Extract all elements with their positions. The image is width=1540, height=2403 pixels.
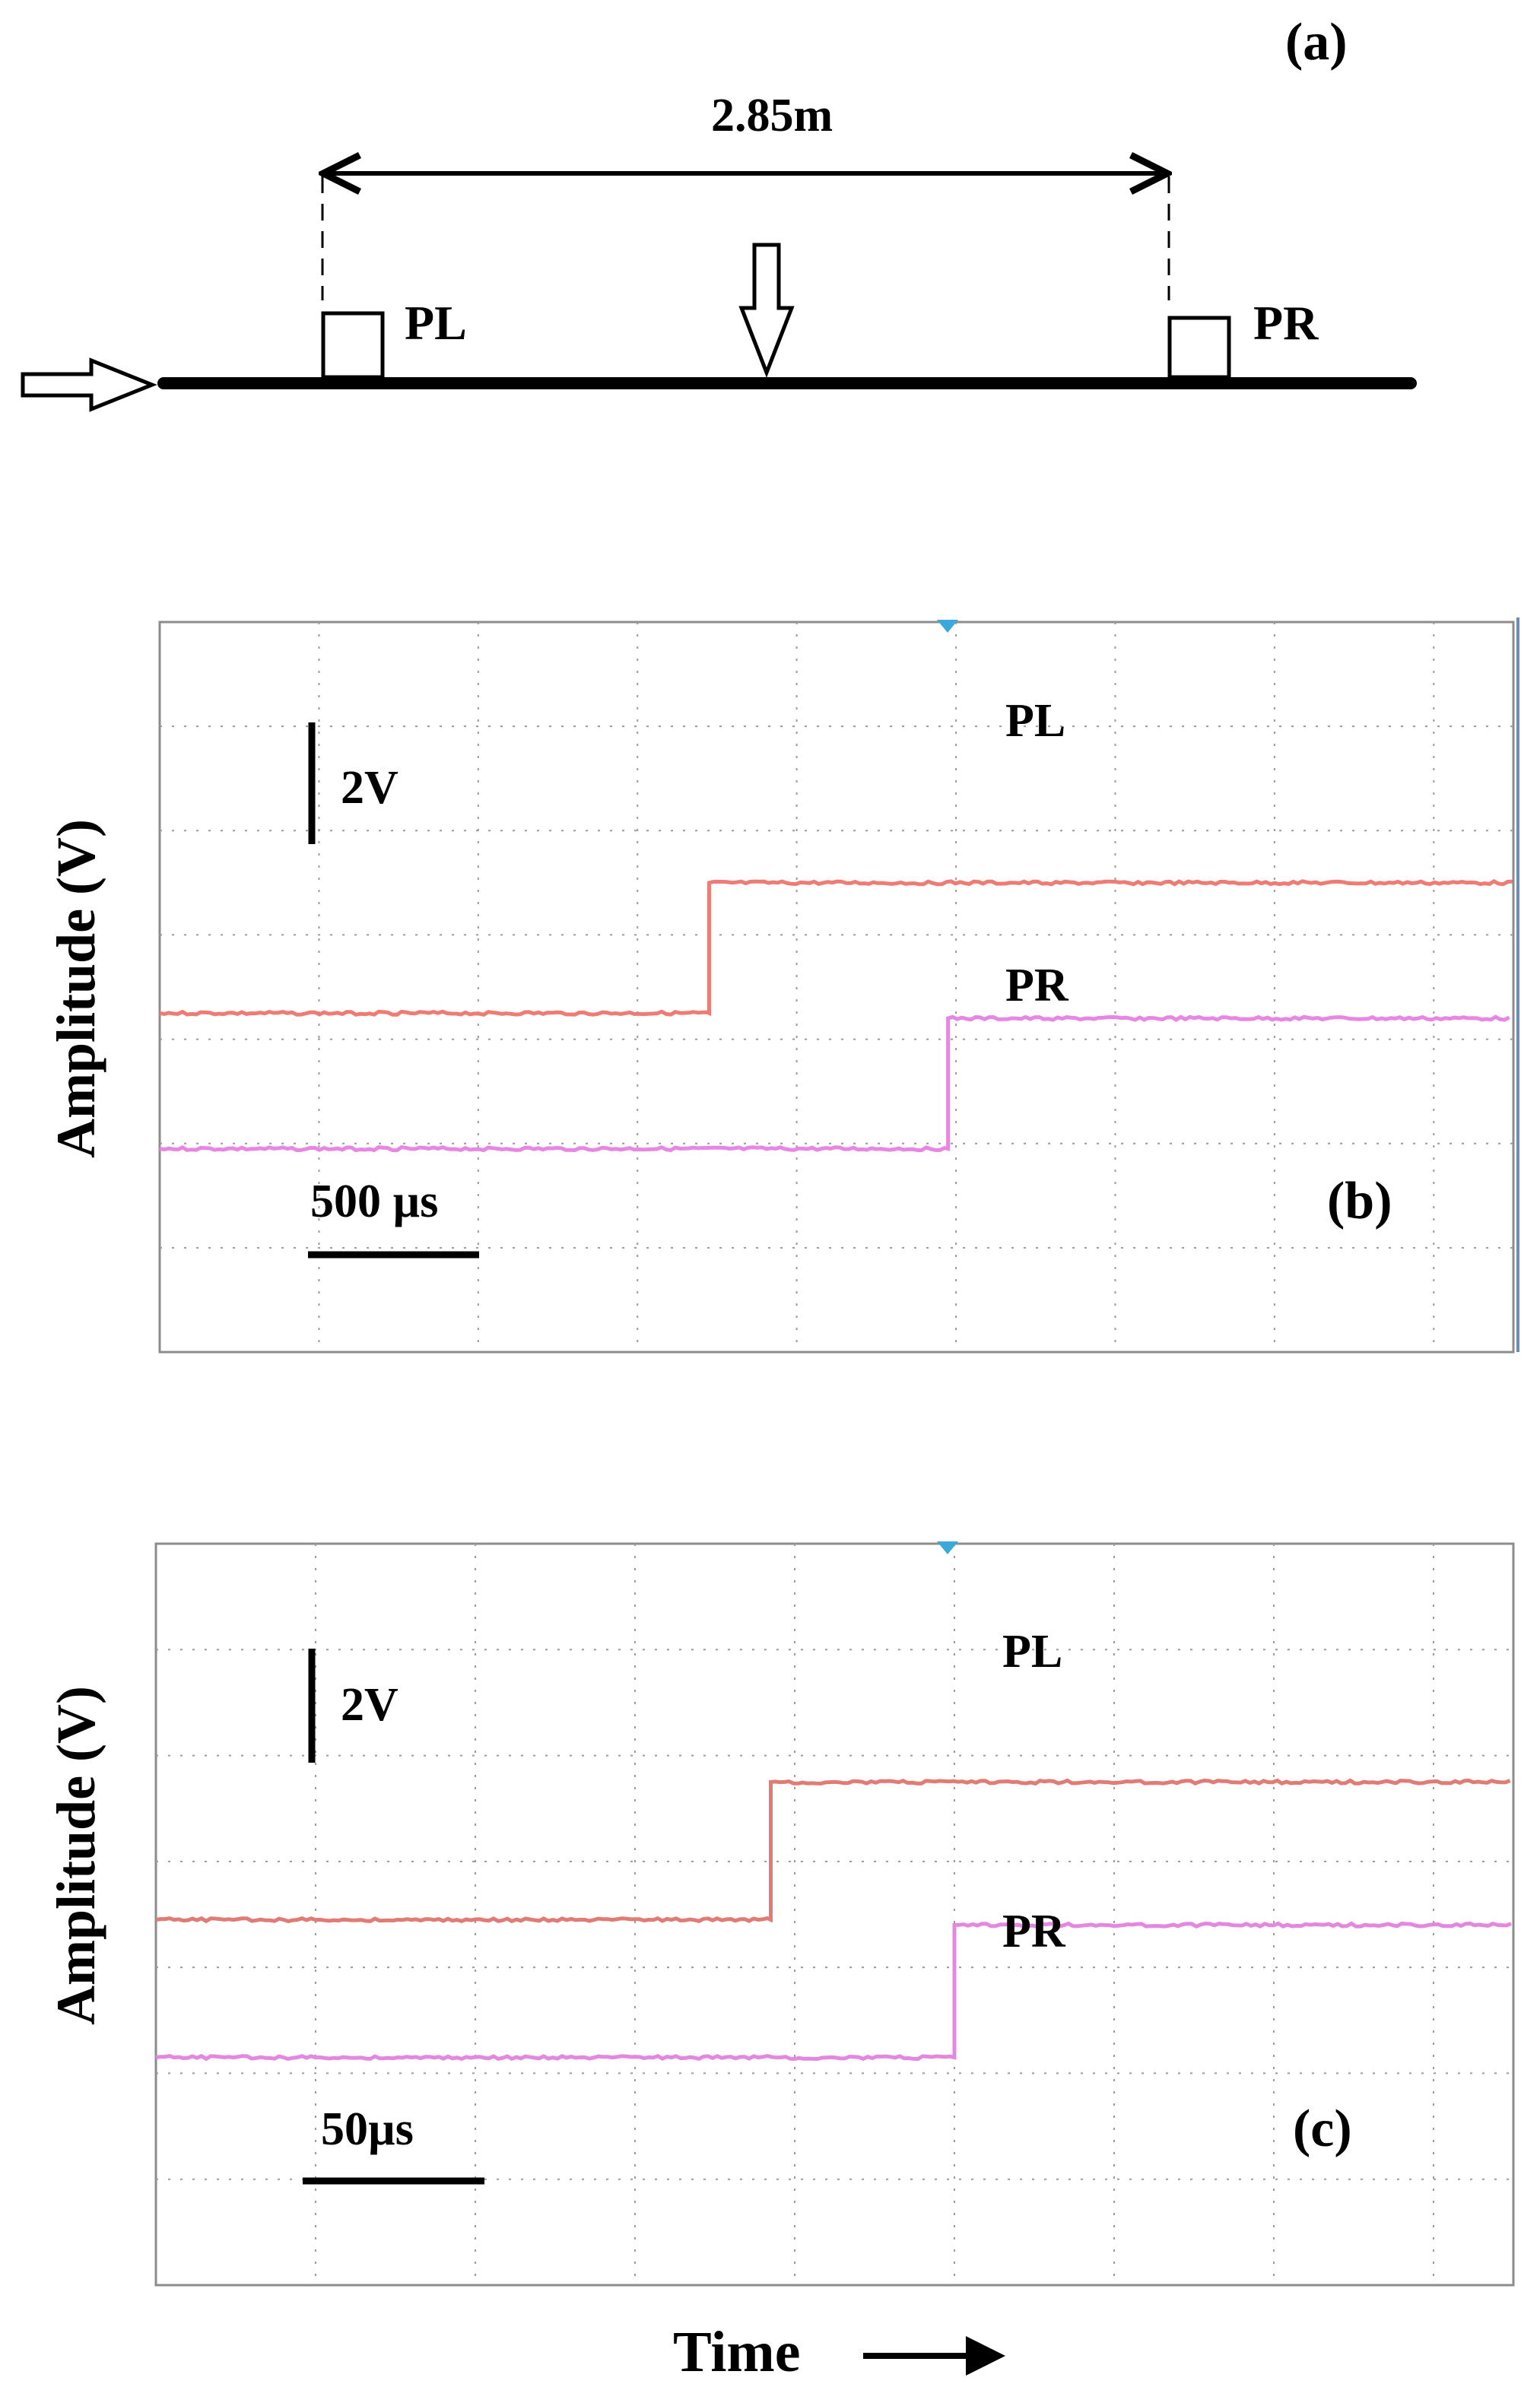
y-axis-label-b: Amplitude (V) xyxy=(46,819,106,1158)
grid-b xyxy=(160,622,1513,1352)
oscilloscope-panel-b: Amplitude (V) PL PR 2V 500 µs (b) xyxy=(46,617,1519,1354)
panel-c-label: (c) xyxy=(1293,2100,1352,2158)
time-direction-arrow-icon xyxy=(863,2336,1005,2376)
sensor-left xyxy=(321,311,385,379)
panel-a-label: (a) xyxy=(1285,13,1348,71)
plot-frame-c xyxy=(154,1542,1515,2287)
panel-b-label: (b) xyxy=(1327,1172,1392,1230)
grid-c xyxy=(156,1544,1513,2285)
x-axis-label: Time xyxy=(673,2320,800,2384)
trigger-marker-c xyxy=(937,1541,958,1554)
time-scale-label-b: 500 µs xyxy=(310,1176,438,1227)
series-label-pl-c: PL xyxy=(1002,1626,1062,1678)
distance-label: 2.85m xyxy=(711,90,833,141)
sensor-right xyxy=(1167,316,1231,379)
sensor-left-label: PL xyxy=(405,296,467,350)
plot-frame-b xyxy=(158,621,1515,1354)
trace-pr-b xyxy=(159,1014,1510,1153)
sensor-right-label: PR xyxy=(1253,296,1319,350)
trace-pl-c xyxy=(155,1778,1511,1924)
trace-pr-c xyxy=(155,1921,1512,2062)
series-label-pr-b: PR xyxy=(1005,960,1069,1011)
series-label-pr-c: PR xyxy=(1002,1906,1066,1957)
trigger-marker-b xyxy=(937,620,958,633)
oscilloscope-panel-c: Amplitude (V) PL PR 2V 50µs (c) xyxy=(46,1541,1515,2287)
voltage-scale-label-b: 2V xyxy=(341,762,398,814)
input-arrow-icon xyxy=(21,357,157,412)
series-label-pl-b: PL xyxy=(1005,695,1065,747)
impact-arrow-icon xyxy=(738,243,795,378)
panel-a-schematic: (a) 2.85m PL PR xyxy=(21,13,1417,412)
time-scale-label-c: 50µs xyxy=(321,2103,414,2155)
voltage-scale-label-c: 2V xyxy=(341,1679,398,1731)
trace-pl-b xyxy=(159,879,1513,1017)
y-axis-label-c: Amplitude (V) xyxy=(46,1686,106,2025)
